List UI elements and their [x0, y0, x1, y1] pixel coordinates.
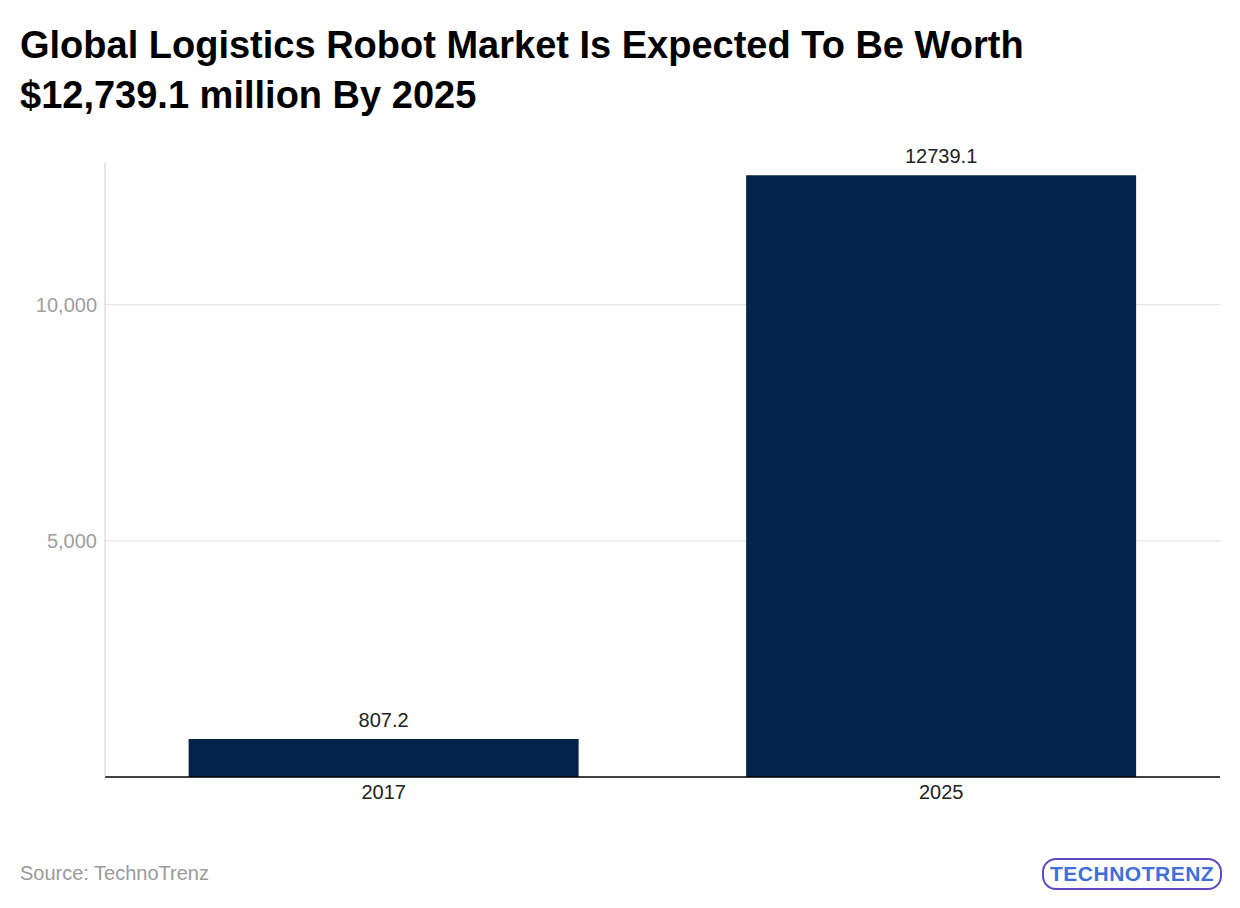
html-text:Source: TechnoTrenz: Source: TechnoTrenz [20, 862, 209, 884]
html-text:TECHNOTRENZ: TECHNOTRENZ [1050, 862, 1215, 885]
svg-text:2025: 2025 [919, 781, 964, 803]
svg-text:807.2: 807.2 [359, 709, 409, 731]
svg-text:10,000: 10,000 [36, 294, 97, 316]
svg-text:2017: 2017 [362, 781, 407, 803]
html-text:Global Logistics Robot Market: Global Logistics Robot Market Is Expecte… [20, 24, 1024, 116]
svg-text:12739.1: 12739.1 [905, 145, 977, 167]
svg-text:5,000: 5,000 [47, 530, 97, 552]
